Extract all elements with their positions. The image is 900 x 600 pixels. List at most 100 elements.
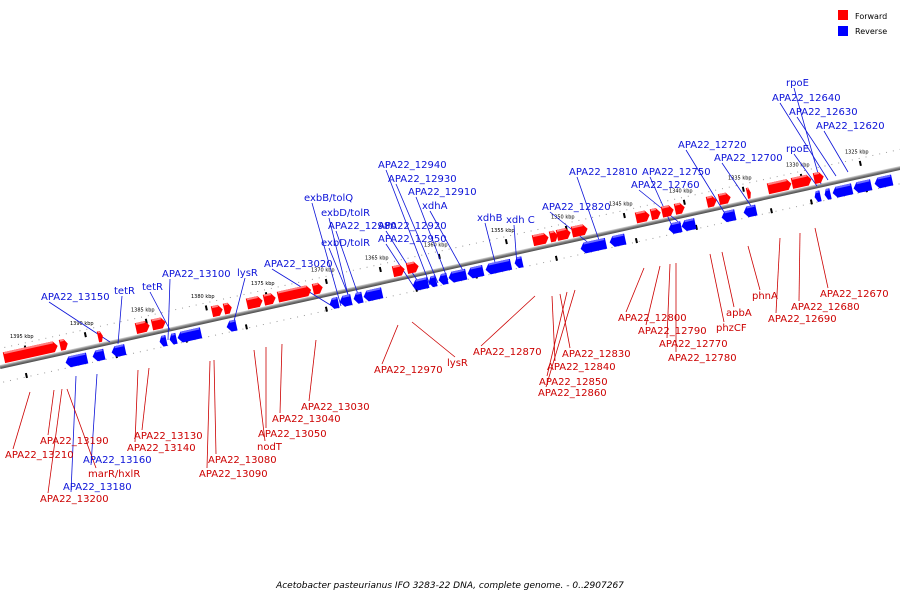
reverse-gene-arrow[interactable] xyxy=(579,237,608,254)
reverse-gene-arrow[interactable] xyxy=(158,335,168,347)
reverse-gene-label[interactable]: APA22_13100 xyxy=(162,269,231,280)
forward-gene-label[interactable]: APA22_13030 xyxy=(301,402,370,413)
forward-gene-arrow[interactable] xyxy=(717,192,732,206)
reverse-gene-arrow[interactable] xyxy=(447,268,468,284)
reverse-gene-label[interactable]: APA22_12910 xyxy=(408,187,477,198)
forward-gene-arrow[interactable] xyxy=(570,223,589,238)
reverse-gene-arrow[interactable] xyxy=(64,352,89,368)
forward-gene-arrow[interactable] xyxy=(548,230,559,243)
reverse-gene-label[interactable]: APA22_12640 xyxy=(772,93,841,104)
reverse-gene-label[interactable]: APA22_12760 xyxy=(631,180,700,191)
reverse-gene-label[interactable]: APA22_12930 xyxy=(388,174,457,185)
reverse-gene-label[interactable]: exbB/tolQ xyxy=(304,193,353,204)
forward-gene-arrow[interactable] xyxy=(705,195,718,208)
reverse-gene-label[interactable]: APA22_12820 xyxy=(542,202,611,213)
forward-gene-label[interactable]: lysR xyxy=(447,358,468,369)
forward-gene-label[interactable]: APA22_13130 xyxy=(134,431,203,442)
reverse-gene-arrow[interactable] xyxy=(176,327,203,343)
reverse-gene-arrow[interactable] xyxy=(831,183,854,198)
reverse-gene-label[interactable]: APA22_12700 xyxy=(714,153,783,164)
reverse-gene-arrow[interactable] xyxy=(225,319,238,333)
reverse-gene-label[interactable]: xdhA xyxy=(422,201,448,212)
forward-gene-arrow[interactable] xyxy=(766,178,793,195)
forward-gene-arrow[interactable] xyxy=(96,330,104,343)
forward-gene-label[interactable]: APA22_13090 xyxy=(199,469,268,480)
reverse-gene-arrow[interactable] xyxy=(667,221,683,235)
forward-gene-label[interactable]: APA22_12790 xyxy=(638,326,707,337)
forward-gene-arrow[interactable] xyxy=(311,282,324,295)
reverse-gene-label[interactable]: tetR xyxy=(142,282,163,293)
forward-gene-arrow[interactable] xyxy=(673,202,686,215)
reverse-gene-label[interactable]: APA22_13180 xyxy=(63,482,132,493)
forward-gene-arrow[interactable] xyxy=(405,261,420,275)
forward-gene-label[interactable]: APA22_12840 xyxy=(547,362,616,373)
forward-gene-arrow[interactable] xyxy=(222,302,233,315)
forward-gene-label[interactable]: APA22_13190 xyxy=(40,436,109,447)
reverse-gene-label[interactable]: APA22_12620 xyxy=(816,121,885,132)
reverse-gene-label[interactable]: APA22_12920 xyxy=(378,221,447,232)
reverse-gene-arrow[interactable] xyxy=(437,272,449,286)
forward-gene-arrow[interactable] xyxy=(790,174,813,189)
reverse-gene-label[interactable]: rpoE xyxy=(786,144,809,155)
reverse-gene-label[interactable]: xdh C xyxy=(506,215,535,226)
forward-gene-label[interactable]: APA22_13200 xyxy=(40,494,109,505)
forward-gene-label[interactable]: APA22_12770 xyxy=(659,339,728,350)
reverse-gene-label[interactable]: APA22_12720 xyxy=(678,140,747,151)
forward-gene-label[interactable]: APA22_12690 xyxy=(768,314,837,325)
reverse-gene-label[interactable]: APA22_12750 xyxy=(642,167,711,178)
forward-gene-label[interactable]: APA22_13210 xyxy=(5,450,74,461)
reverse-gene-label[interactable]: APA22_13020 xyxy=(264,259,333,270)
reverse-gene-arrow[interactable] xyxy=(823,188,832,200)
reverse-gene-arrow[interactable] xyxy=(91,348,106,362)
reverse-gene-label[interactable]: tetR xyxy=(114,286,135,297)
forward-gene-arrow[interactable] xyxy=(812,171,825,185)
reverse-gene-label[interactable]: APA22_13150 xyxy=(41,292,110,303)
reverse-gene-arrow[interactable] xyxy=(338,294,353,307)
reverse-gene-label[interactable]: exbD/tolR xyxy=(321,208,370,219)
reverse-gene-arrow[interactable] xyxy=(110,344,127,358)
reverse-gene-label[interactable]: APA22_12980 xyxy=(328,221,397,232)
forward-gene-label[interactable]: APA22_13140 xyxy=(127,443,196,454)
reverse-gene-arrow[interactable] xyxy=(720,209,737,223)
forward-gene-label[interactable]: APA22_12870 xyxy=(473,347,542,358)
forward-gene-arrow[interactable] xyxy=(58,338,69,351)
forward-gene-label[interactable]: APA22_12830 xyxy=(562,349,631,360)
forward-gene-label[interactable]: APA22_12780 xyxy=(668,353,737,364)
forward-gene-label[interactable]: APA22_13050 xyxy=(258,429,327,440)
reverse-gene-arrow[interactable] xyxy=(427,275,438,288)
reverse-gene-arrow[interactable] xyxy=(608,233,627,248)
forward-gene-arrow[interactable] xyxy=(245,295,264,310)
reverse-gene-label[interactable]: exbD/tolR xyxy=(321,238,370,249)
reverse-gene-arrow[interactable] xyxy=(813,190,822,202)
forward-gene-arrow[interactable] xyxy=(531,232,550,247)
forward-gene-label[interactable]: marR/hxlR xyxy=(88,469,140,480)
forward-gene-label[interactable]: APA22_12680 xyxy=(791,302,860,313)
reverse-gene-arrow[interactable] xyxy=(352,291,364,305)
forward-gene-label[interactable]: APA22_12800 xyxy=(618,313,687,324)
forward-gene-arrow[interactable] xyxy=(210,304,224,318)
reverse-gene-arrow[interactable] xyxy=(168,332,178,345)
forward-gene-arrow[interactable] xyxy=(262,292,277,306)
forward-gene-label[interactable]: APA22_13080 xyxy=(208,455,277,466)
forward-gene-label[interactable]: APA22_12850 xyxy=(539,377,608,388)
forward-gene-arrow[interactable] xyxy=(150,317,167,331)
forward-gene-arrow[interactable] xyxy=(555,227,572,241)
forward-gene-label[interactable]: APA22_12860 xyxy=(538,388,607,399)
forward-gene-arrow[interactable] xyxy=(2,341,59,364)
forward-gene-label[interactable]: phzCF xyxy=(716,323,747,334)
reverse-gene-arrow[interactable] xyxy=(513,256,524,269)
forward-gene-arrow[interactable] xyxy=(745,187,752,199)
forward-gene-label[interactable]: APA22_12670 xyxy=(820,289,889,300)
reverse-gene-label[interactable]: APA22_12630 xyxy=(789,107,858,118)
reverse-gene-arrow[interactable] xyxy=(466,264,485,279)
forward-gene-label[interactable]: nodT xyxy=(257,442,283,453)
forward-gene-label[interactable]: APA22_13040 xyxy=(272,414,341,425)
reverse-gene-label[interactable]: APA22_12940 xyxy=(378,160,447,171)
reverse-gene-arrow[interactable] xyxy=(680,218,697,232)
forward-gene-label[interactable]: apbA xyxy=(726,308,752,319)
forward-gene-arrow[interactable] xyxy=(649,207,662,221)
reverse-gene-label[interactable]: APA22_13160 xyxy=(83,455,152,466)
forward-gene-arrow[interactable] xyxy=(391,264,406,278)
reverse-gene-arrow[interactable] xyxy=(484,258,513,275)
forward-gene-arrow[interactable] xyxy=(660,204,675,218)
